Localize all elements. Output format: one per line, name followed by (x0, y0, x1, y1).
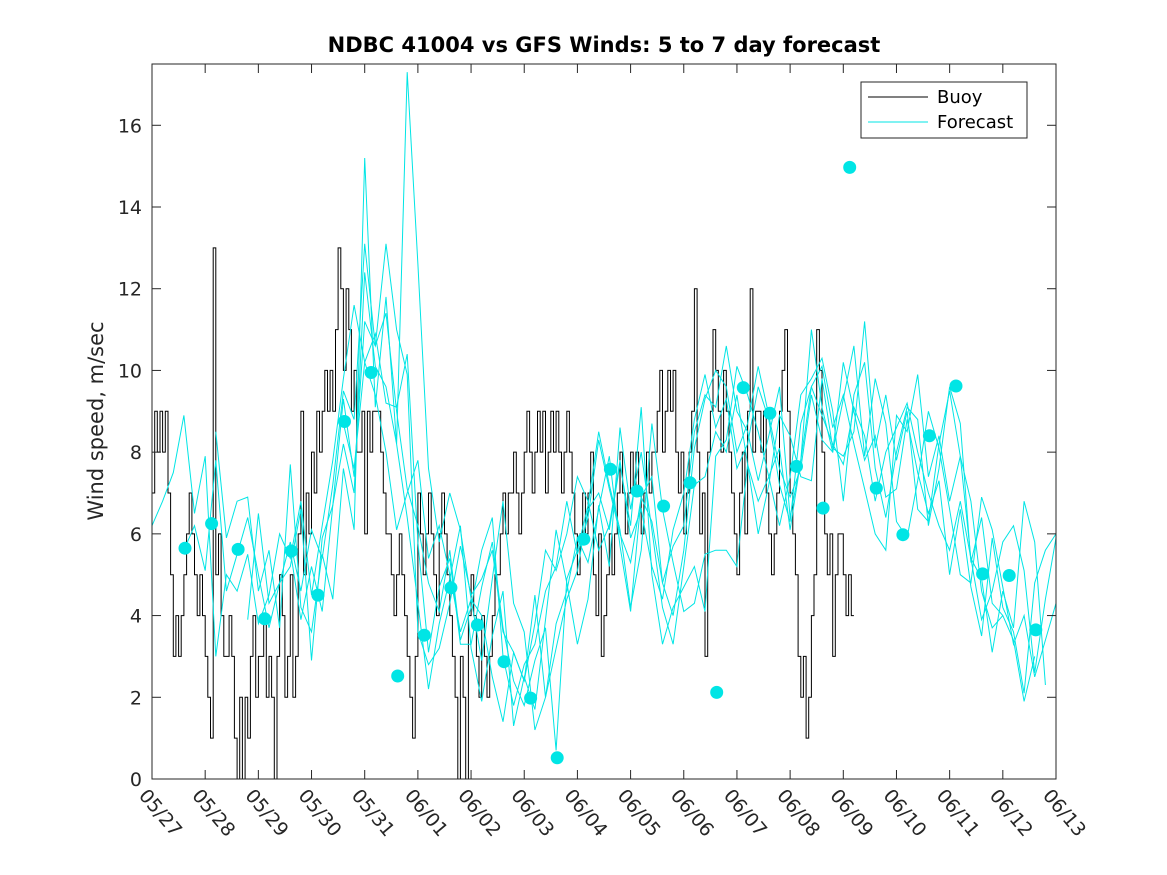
y-tick-label: 4 (130, 606, 142, 628)
forecast-point (603, 462, 617, 476)
y-axis: 0 2 4 6 8 10 12 14 16 (118, 115, 1056, 791)
forecast-point (284, 544, 298, 558)
forecast-point (949, 379, 963, 393)
y-tick-label: 10 (118, 360, 142, 382)
plot-frame (151, 63, 1057, 780)
forecast-line-6 (342, 321, 1036, 751)
forecast-point (896, 528, 910, 542)
legend-buoy-label: Buoy (937, 87, 983, 108)
forecast-point (816, 501, 830, 515)
forecast-points (178, 160, 1043, 765)
forecast-line-2 (183, 243, 1057, 706)
forecast-point (790, 459, 803, 473)
forecast-point (577, 532, 591, 546)
forecast-point (922, 429, 936, 443)
forecast-point (470, 618, 484, 632)
y-tick-label: 14 (118, 197, 142, 219)
forecast-point (550, 751, 564, 765)
y-axis-label: Wind speed, m/sec (84, 321, 108, 520)
forecast-point (231, 542, 245, 556)
forecast-point (1029, 623, 1043, 637)
forecast-point (444, 581, 458, 595)
forecast-point (364, 366, 378, 379)
chart-title: NDBC 41004 vs GFS Winds: 5 to 7 day fore… (328, 33, 881, 57)
forecast-point (391, 669, 405, 683)
forecast-point (843, 160, 857, 174)
forecast-point (311, 588, 325, 602)
forecast-point (1002, 569, 1016, 582)
forecast-point (497, 655, 511, 669)
y-tick-label: 16 (118, 115, 142, 137)
legend: Buoy Forecast (860, 81, 1028, 139)
y-tick-label: 12 (118, 279, 142, 301)
forecast-point (417, 628, 431, 642)
y-tick-label: 8 (130, 442, 142, 464)
buoy-line (152, 247, 854, 780)
forecast-series (151, 72, 1057, 751)
forecast-point (630, 484, 644, 498)
buoy-series (152, 247, 854, 780)
forecast-point (338, 415, 351, 428)
forecast-point (736, 381, 750, 395)
forecast-point (869, 481, 883, 495)
forecast-point (205, 517, 219, 531)
legend-box (860, 81, 1028, 139)
forecast-point (524, 691, 538, 705)
y-tick-label: 6 (130, 524, 142, 546)
forecast-point (683, 476, 697, 490)
y-tick-label: 2 (130, 687, 142, 709)
forecast-point (976, 567, 990, 581)
forecast-point (763, 406, 777, 420)
legend-forecast-label: Forecast (937, 112, 1013, 133)
y-tick-label: 0 (130, 769, 142, 791)
forecast-point (657, 499, 671, 513)
forecast-point (710, 685, 724, 699)
forecast-point (258, 612, 272, 626)
forecast-point (178, 541, 192, 555)
